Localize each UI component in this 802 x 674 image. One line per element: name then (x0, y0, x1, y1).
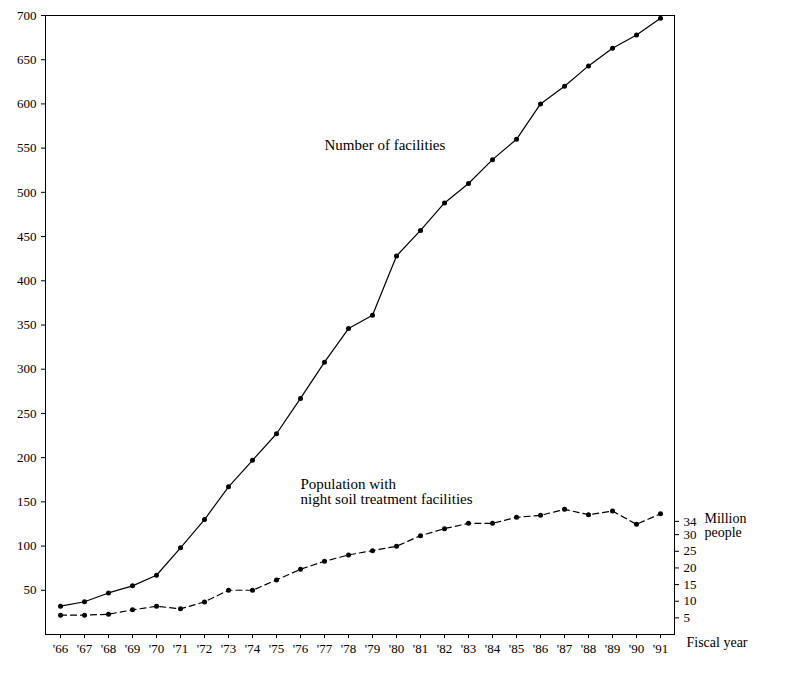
svg-text:'76: '76 (293, 641, 309, 656)
svg-text:'71: '71 (173, 641, 188, 656)
svg-text:'84: '84 (485, 641, 501, 656)
svg-text:50: 50 (24, 582, 37, 597)
svg-text:'86: '86 (533, 641, 549, 656)
svg-text:'81: '81 (413, 641, 428, 656)
svg-text:'77: '77 (317, 641, 333, 656)
svg-text:'69: '69 (125, 641, 140, 656)
svg-text:'66: '66 (53, 641, 69, 656)
svg-text:30: 30 (684, 527, 697, 542)
svg-text:500: 500 (17, 185, 37, 200)
svg-text:550: 550 (17, 140, 37, 155)
svg-text:400: 400 (17, 273, 37, 288)
svg-text:150: 150 (17, 494, 37, 509)
svg-text:'90: '90 (629, 641, 644, 656)
svg-text:'73: '73 (221, 641, 236, 656)
svg-text:250: 250 (17, 406, 37, 421)
svg-text:Number of facilities: Number of facilities (325, 137, 446, 153)
svg-text:Millionpeople: Millionpeople (705, 511, 747, 540)
svg-text:300: 300 (17, 361, 37, 376)
svg-text:'85: '85 (509, 641, 524, 656)
svg-text:650: 650 (17, 52, 37, 67)
svg-text:700: 700 (17, 8, 37, 23)
svg-text:'82: '82 (437, 641, 452, 656)
svg-text:'78: '78 (341, 641, 356, 656)
svg-text:'67: '67 (77, 641, 93, 656)
svg-text:Fiscal year: Fiscal year (687, 635, 748, 650)
svg-text:'88: '88 (581, 641, 596, 656)
svg-text:'79: '79 (365, 641, 380, 656)
svg-text:'70: '70 (149, 641, 164, 656)
svg-text:'80: '80 (389, 641, 404, 656)
svg-text:'89: '89 (605, 641, 620, 656)
svg-text:200: 200 (17, 450, 37, 465)
svg-text:20: 20 (684, 560, 697, 575)
svg-text:'83: '83 (461, 641, 476, 656)
svg-text:450: 450 (17, 229, 37, 244)
svg-text:600: 600 (17, 96, 37, 111)
svg-text:15: 15 (684, 577, 697, 592)
svg-text:10: 10 (684, 593, 697, 608)
svg-text:Population withnight soil trea: Population withnight soil treatment faci… (301, 476, 473, 507)
svg-text:'91: '91 (653, 641, 668, 656)
svg-text:5: 5 (684, 610, 691, 625)
svg-text:100: 100 (17, 538, 37, 553)
svg-text:'72: '72 (197, 641, 212, 656)
svg-text:'87: '87 (557, 641, 573, 656)
svg-text:350: 350 (17, 317, 37, 332)
svg-text:'75: '75 (269, 641, 284, 656)
svg-text:25: 25 (684, 543, 697, 558)
svg-text:34: 34 (684, 514, 698, 529)
svg-text:'74: '74 (245, 641, 261, 656)
svg-text:'68: '68 (101, 641, 116, 656)
